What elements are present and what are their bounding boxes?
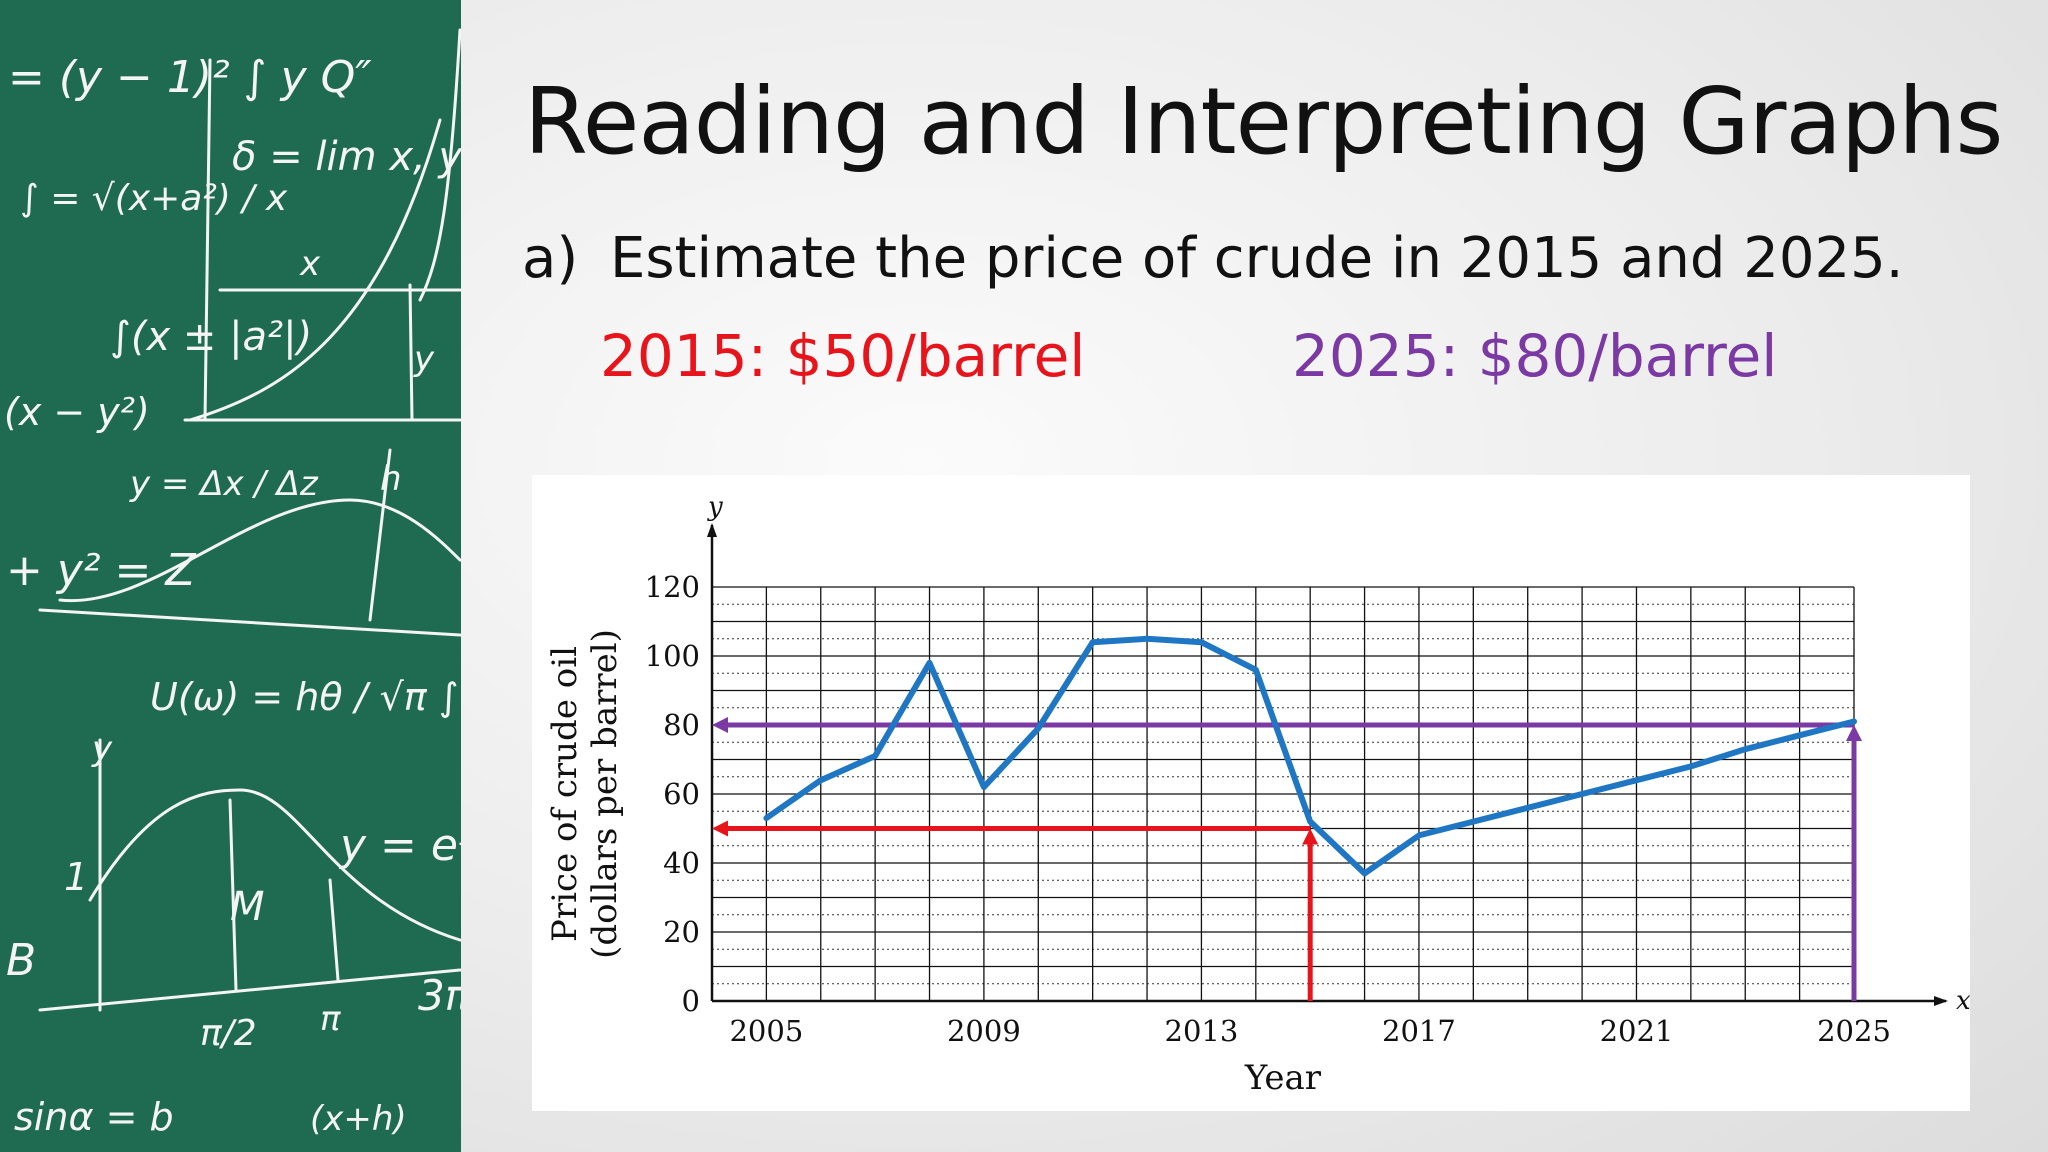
price-point xyxy=(1035,725,1041,731)
x-axis-title: Year xyxy=(1244,1058,1322,1098)
price-point xyxy=(1688,763,1694,769)
annotation-arrowhead-up xyxy=(1302,828,1319,845)
formula-21: (x+h) xyxy=(310,1099,407,1139)
formula-18: π xyxy=(320,999,341,1039)
x-tick-label: 2013 xyxy=(1165,1014,1239,1048)
chalk-drawings: = (y − 1)² ∫ y Q″ ∫ = √(x+a²) / x δ = li… xyxy=(4,28,461,1139)
annotation-arrowhead-left xyxy=(712,717,728,733)
x-axis-letter: x xyxy=(1956,986,1970,1016)
price-point xyxy=(1416,832,1422,838)
formula-12: y xyxy=(91,729,113,769)
answer-2015: 2015: $50/barrel xyxy=(600,322,1086,390)
y-axis-title-line2: (dollars per barrel) xyxy=(585,629,625,959)
x-tick-label: 2017 xyxy=(1382,1014,1456,1048)
formula-19: 3π xyxy=(418,971,461,1020)
answer-2025: 2025: $80/barrel xyxy=(1292,322,1778,390)
price-point xyxy=(1633,777,1639,783)
formula-4: x xyxy=(299,244,321,284)
annotation-arrowhead-left xyxy=(712,820,728,837)
y-tick-label: 80 xyxy=(663,708,700,742)
x-tick-label: 2021 xyxy=(1600,1014,1674,1048)
price-point xyxy=(763,815,769,821)
question-text: Estimate the price of crude in 2015 and … xyxy=(610,226,1904,291)
x-tick-label: 2025 xyxy=(1817,1014,1891,1048)
price-point xyxy=(1797,732,1803,738)
formula-2: ∫ = √(x+a²) / x xyxy=(20,178,288,219)
series xyxy=(763,635,1857,877)
formula-16: 1 xyxy=(64,855,88,899)
chalkboard-decoration: = (y − 1)² ∫ y Q″ ∫ = √(x+a²) / x δ = li… xyxy=(0,0,461,1152)
formula-17: π/2 xyxy=(200,1013,257,1054)
axes xyxy=(707,523,1948,1006)
price-point xyxy=(1525,805,1531,811)
tick-labels: 2005 2009 2013 2017 2021 2025 0 20 40 60 80 100 120 xyxy=(645,570,1891,1048)
price-point xyxy=(1579,791,1585,797)
question: a) Estimate the price of crude in 2015 an… xyxy=(522,226,1904,291)
formula-13: y = eˢ xyxy=(338,820,461,871)
price-point xyxy=(1851,719,1857,725)
formula-8: y = Δx / Δz xyxy=(129,464,319,504)
formula-14: M xyxy=(230,884,265,930)
annotation-arrowhead-up xyxy=(1846,725,1862,741)
annotation-arrows xyxy=(712,717,1862,1001)
y-axis-letter: y xyxy=(707,492,723,522)
formula-6: (x − y²) xyxy=(4,390,150,434)
price-point xyxy=(1742,746,1748,752)
y-tick-label: 120 xyxy=(645,570,700,604)
formula-11: U(ω) = hθ / √π ∫ e⁻ʰᵛ xyxy=(150,675,461,719)
chart-card: 2005 2009 2013 2017 2021 2025 0 20 40 60 80 100 120 … xyxy=(532,475,1971,1111)
y-tick-label: 0 xyxy=(682,984,700,1018)
formula-15: B xyxy=(6,935,36,986)
y-tick-label: 100 xyxy=(645,639,700,673)
y-tick-label: 40 xyxy=(663,846,700,880)
price-point xyxy=(1470,819,1476,825)
y-axis-title-line1: Price of crude oil xyxy=(545,646,585,942)
price-point xyxy=(1090,639,1096,645)
slide-title: Reading and Interpreting Graphs xyxy=(524,68,2003,175)
price-point xyxy=(1253,667,1259,673)
formula-9: + y² = Z xyxy=(6,545,196,596)
grid-major xyxy=(712,586,1855,1001)
x-tick-label: 2005 xyxy=(729,1014,803,1048)
price-point xyxy=(872,753,878,759)
x-tick-label: 2009 xyxy=(947,1014,1021,1048)
formula-5: ∫(x ± |a²|) xyxy=(110,314,312,360)
price-point xyxy=(818,777,824,783)
formula-10: h xyxy=(380,459,402,499)
formula-3: δ = lim x, y→∞ xyxy=(232,134,461,180)
formula-20: sinα = b xyxy=(14,1095,174,1139)
crude-oil-chart: 2005 2009 2013 2017 2021 2025020406080100120 … xyxy=(545,492,1971,1098)
price-point xyxy=(1198,639,1204,645)
grid-minor xyxy=(712,603,1854,985)
price-point xyxy=(1307,819,1313,825)
formula-1: = (y − 1)² ∫ y Q″ xyxy=(8,52,372,103)
question-label: a) xyxy=(522,226,579,291)
y-tick-label: 60 xyxy=(663,777,700,811)
price-point xyxy=(1144,636,1150,642)
y-tick-label: 20 xyxy=(663,915,700,949)
price-point xyxy=(1362,870,1368,876)
price-point xyxy=(981,784,987,790)
formula-7: y xyxy=(413,339,435,379)
price-point xyxy=(927,660,933,666)
